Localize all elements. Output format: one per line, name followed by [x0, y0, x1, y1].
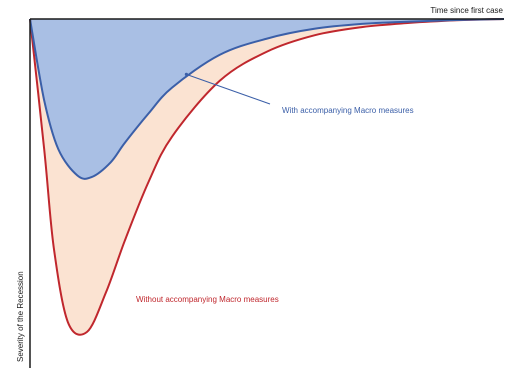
annotation-arrow [186, 73, 271, 105]
annotation-without-measures: Without accompanying Macro measures [136, 295, 279, 304]
annotation-with-measures: With accompanying Macro measures [282, 106, 414, 115]
area-with-measures [30, 19, 504, 179]
curve-without-measures [29, 18, 505, 336]
annotation-arrow-head [184, 72, 188, 76]
x-axis-label: Time since first case [430, 6, 503, 15]
curve-with-measures [29, 18, 505, 180]
y-axis-label: Severity of the Recession [16, 271, 25, 362]
